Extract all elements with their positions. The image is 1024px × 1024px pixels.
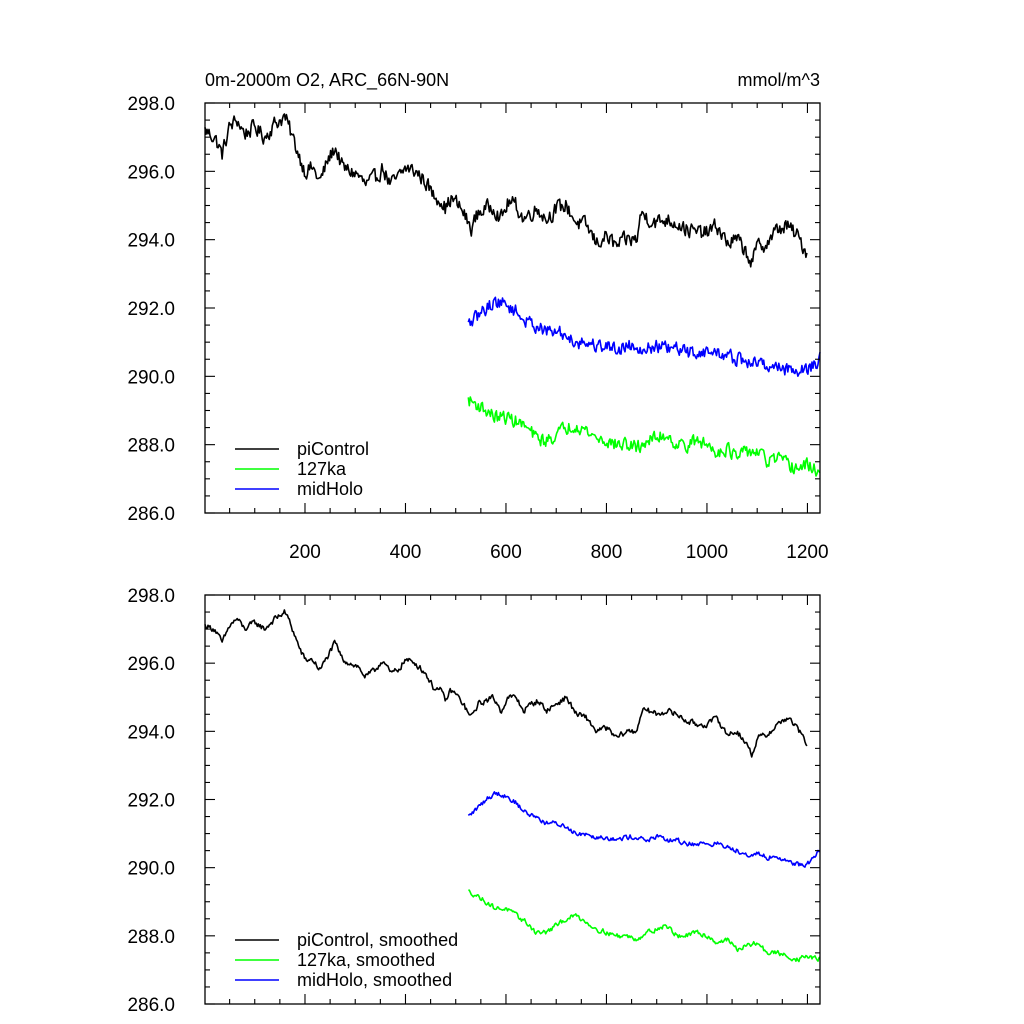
x-tick-label: 800 xyxy=(591,542,623,563)
legend-label: piControl, smoothed xyxy=(297,930,458,950)
series-line-picontrol-smoothed xyxy=(204,609,808,758)
smoothed-o2-panel: 286.0 288.0 290.0 292.0 294.0 296.0 298.0 piCo… xyxy=(127,586,821,1016)
x-axis: 200 400 600 800 1000 1200 xyxy=(229,103,829,563)
x-tick-label: 600 xyxy=(490,542,522,563)
y-tick-label: 296.0 xyxy=(127,654,175,675)
x-tick-label: 1000 xyxy=(686,542,728,563)
y-tick-label: 294.0 xyxy=(127,722,175,743)
y-axis: 286.0 288.0 290.0 292.0 294.0 296.0 298.0 xyxy=(127,94,820,525)
x-tick-label: 1200 xyxy=(786,542,828,563)
y-tick-label: 292.0 xyxy=(127,791,175,812)
units-label: mmol/m^3 xyxy=(738,70,820,90)
legend-label: 127ka, smoothed xyxy=(297,950,435,970)
legend-label: piControl xyxy=(297,439,369,459)
plot-area xyxy=(204,113,821,477)
legend-label: midHolo, smoothed xyxy=(297,970,452,990)
legend-label: 127ka xyxy=(297,459,347,479)
y-tick-label: 292.0 xyxy=(127,299,175,320)
y-tick-label: 290.0 xyxy=(127,367,175,388)
y-tick-label: 286.0 xyxy=(127,995,175,1016)
raw-o2-panel: 0m-2000m O2, ARC_66N-90N mmol/m^3 286.02… xyxy=(127,70,828,563)
plot-frame xyxy=(204,102,821,514)
y-tick-label: 286.0 xyxy=(127,504,175,525)
series-line-127ka xyxy=(467,396,821,477)
y-tick-label: 288.0 xyxy=(127,927,175,948)
x-tick-label: 200 xyxy=(289,542,321,563)
y-tick-label: 294.0 xyxy=(127,231,175,252)
plot-frame xyxy=(204,594,821,1005)
legend-label: midHolo xyxy=(297,479,363,499)
x-tick-label: 400 xyxy=(390,542,422,563)
y-tick-label: 288.0 xyxy=(127,436,175,457)
y-axis: 286.0 288.0 290.0 292.0 294.0 296.0 298.0 xyxy=(127,586,820,1016)
x-axis xyxy=(229,595,808,1004)
series-line-midholo xyxy=(467,296,821,378)
y-tick-label: 298.0 xyxy=(127,94,175,115)
series-line-picontrol xyxy=(204,113,808,268)
y-tick-label: 296.0 xyxy=(127,162,175,183)
y-tick-label: 298.0 xyxy=(127,586,175,607)
series-line-midholo-smoothed xyxy=(467,791,821,868)
plot-area xyxy=(204,609,821,963)
y-tick-label: 290.0 xyxy=(127,859,175,880)
series-line-127ka-smoothed xyxy=(468,889,821,963)
panel-title: 0m-2000m O2, ARC_66N-90N xyxy=(205,70,449,91)
